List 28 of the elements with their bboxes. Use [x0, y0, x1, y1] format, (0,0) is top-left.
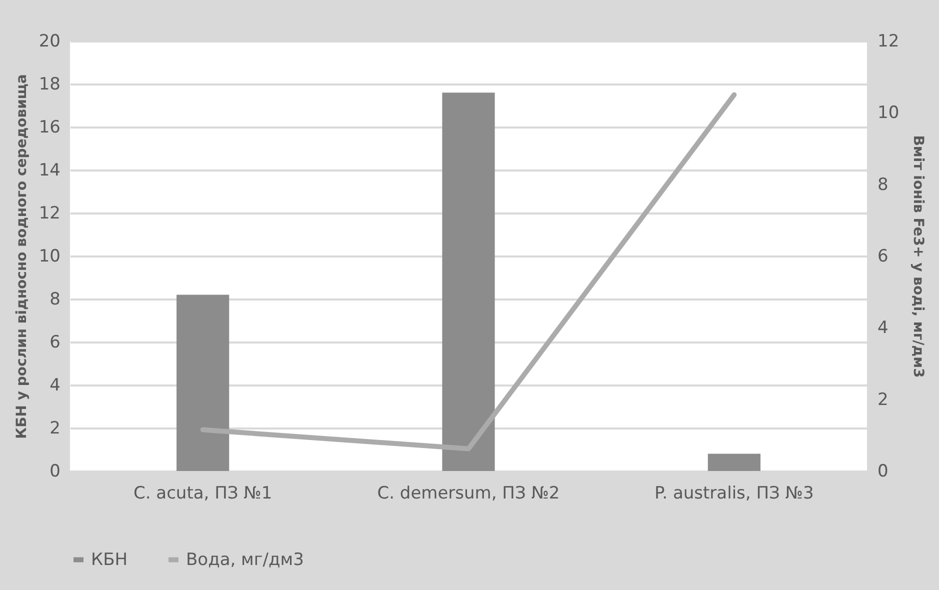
y2-tick-label: 6 — [878, 246, 888, 266]
y2-tick-label: 4 — [878, 318, 888, 338]
y-tick-label: 12 — [38, 204, 60, 224]
y-tick-label: 14 — [38, 160, 60, 180]
legend-label: Вода, мг/дм3 — [186, 550, 304, 570]
y2-tick-label: 0 — [878, 462, 888, 482]
y-tick-label: 16 — [38, 118, 60, 138]
x-tick-label: C. acuta, ПЗ №1 — [133, 484, 272, 504]
x-tick-label: P. australis, ПЗ №3 — [654, 484, 814, 504]
y-tick-label: 0 — [50, 462, 60, 482]
y-tick-label: 10 — [38, 246, 60, 266]
y2-tick-label: 10 — [878, 103, 900, 124]
y-tick-label: 6 — [50, 332, 60, 352]
y-axis-title: КБН у рослин відносно водного середовища — [14, 74, 30, 439]
y-tick-label: 2 — [50, 418, 60, 438]
y-tick-label: 8 — [50, 290, 60, 310]
x-tick-label: C. demersum, ПЗ №2 — [377, 484, 560, 504]
y2-axis-title: Вміт іонів Fe3+ у воді, мг/дм3 — [910, 135, 926, 378]
bar — [708, 454, 760, 471]
y-tick-label: 18 — [38, 74, 60, 94]
y2-tick-label: 2 — [878, 390, 888, 410]
bar — [442, 92, 495, 471]
y-tick-label: 4 — [50, 376, 60, 396]
y2-tick-label: 8 — [878, 174, 888, 195]
bar — [176, 294, 230, 471]
legend-label: КБН — [91, 550, 128, 570]
y-tick-label: 20 — [38, 32, 60, 52]
y2-tick-label: 12 — [878, 32, 900, 52]
